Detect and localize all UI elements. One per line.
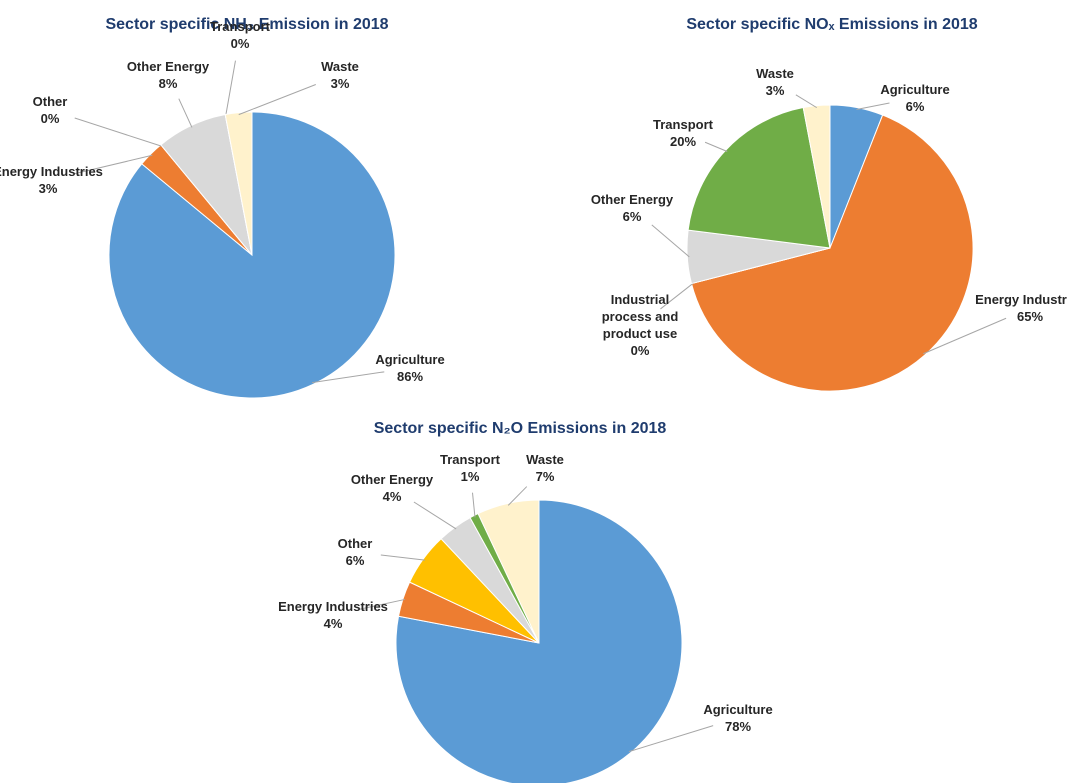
leader-line — [704, 141, 728, 152]
data-label: Other Energy 6% — [577, 191, 687, 225]
leader-line — [507, 486, 528, 506]
leader-line — [225, 60, 236, 117]
category-label: Agriculture — [703, 702, 773, 717]
value-label: 3% — [330, 76, 350, 91]
value-label: 6% — [905, 99, 925, 114]
value-label: 86% — [396, 369, 424, 384]
category-label: Waste — [526, 452, 564, 467]
pie-slice — [690, 114, 974, 392]
value-label: 65% — [1016, 309, 1044, 324]
leader-line — [628, 725, 714, 753]
category-label: Waste — [321, 59, 359, 74]
data-label: Other 0% — [0, 93, 105, 127]
value-label: 0% — [230, 36, 250, 51]
leader-line — [856, 102, 890, 110]
leader-line — [471, 492, 476, 518]
data-label: Waste 3% — [285, 58, 395, 92]
value-label: 0% — [630, 343, 650, 358]
value-label: 78% — [724, 719, 752, 734]
category-label: Agriculture — [880, 82, 950, 97]
leader-line — [178, 98, 193, 128]
category-label: Energy Industries — [975, 292, 1067, 307]
value-label: 8% — [158, 76, 178, 91]
category-label: Other Energy — [350, 472, 434, 487]
leader-line — [74, 117, 163, 147]
data-label: Agriculture 78% — [683, 701, 793, 735]
leader-line — [660, 282, 694, 310]
data-label: Transport 20% — [628, 116, 738, 150]
data-label: Agriculture 6% — [860, 81, 970, 115]
chart-title: Sector specific NH₃ Emission in 2018 — [105, 16, 389, 33]
value-label: 1% — [460, 469, 480, 484]
pie-slice — [477, 499, 540, 644]
data-label: Transport 0% — [185, 18, 295, 52]
leader-line — [795, 94, 817, 109]
data-label: Waste 7% — [490, 451, 600, 485]
leader-line — [923, 317, 1007, 355]
leader-line — [651, 224, 690, 258]
category-label: Other — [337, 536, 373, 551]
category-label: Other Energy — [126, 59, 210, 74]
data-label: Other 6% — [300, 535, 410, 569]
data-label: Energy Industries 65% — [975, 291, 1067, 325]
category-label: Energy Industries — [278, 599, 388, 614]
leader-line — [311, 371, 385, 384]
pie-slice — [108, 111, 396, 399]
category-label: Energy Industries — [0, 164, 103, 179]
pie-slice — [224, 111, 253, 256]
data-label: Agriculture 86% — [355, 351, 465, 385]
leader-line — [380, 554, 425, 561]
value-label: 4% — [323, 616, 343, 631]
chart-title: Sector specific N₂O Emissions in 2018 — [373, 420, 667, 437]
value-label: 0% — [40, 111, 60, 126]
category-label: Transport — [210, 19, 270, 34]
pie-slice — [802, 104, 831, 249]
leader-line — [73, 154, 153, 175]
category-label: Waste — [756, 66, 794, 81]
data-label: Industrial process and product use 0% — [585, 291, 695, 359]
value-label: 7% — [535, 469, 555, 484]
data-label: Other Energy 8% — [113, 58, 223, 92]
data-label: Transport 1% — [415, 451, 525, 485]
data-label: Waste 3% — [720, 65, 830, 99]
category-label: Industrial process and product use — [601, 292, 679, 341]
leader-line — [238, 84, 316, 116]
pie-slice — [687, 106, 831, 249]
category-label: Agriculture — [375, 352, 445, 367]
data-label: Energy Industries 3% — [0, 163, 103, 197]
value-label: 4% — [382, 489, 402, 504]
value-label: 3% — [38, 181, 58, 196]
data-label: Energy Industries 4% — [278, 598, 388, 632]
category-label: Transport — [653, 117, 713, 132]
data-label: Other Energy 4% — [337, 471, 447, 505]
category-label: Other Energy — [590, 192, 674, 207]
value-label: 20% — [669, 134, 697, 149]
leader-line — [358, 598, 406, 610]
value-label: 6% — [345, 553, 365, 568]
leader-line — [413, 501, 457, 530]
value-label: 6% — [622, 209, 642, 224]
category-label: Other — [32, 94, 68, 109]
category-label: Transport — [440, 452, 500, 467]
chart-title: Sector specific NOₓ Emissions in 2018 — [686, 16, 978, 33]
value-label: 3% — [765, 83, 785, 98]
